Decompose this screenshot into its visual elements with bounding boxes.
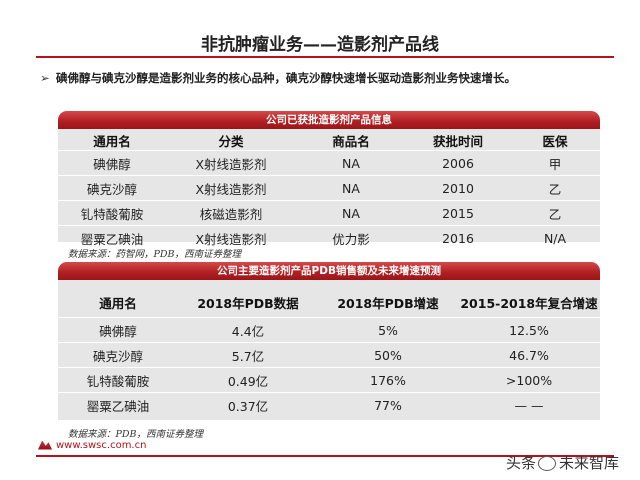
table-cell: N/A	[510, 225, 600, 250]
table-cell: NA	[296, 200, 406, 226]
arrow-bullet-icon: ➢	[40, 71, 50, 85]
table-cell: 2016	[406, 225, 510, 250]
footer-site-url: www.swsc.com.cn	[56, 440, 147, 451]
table-row: 碘克沙醇 5.7亿 50% 46.7%	[58, 342, 600, 368]
col-header: 获批时间	[432, 134, 483, 149]
table-cell: 钆特酸葡胺	[58, 367, 178, 393]
table-cell: 碘克沙醇	[58, 175, 166, 201]
table-row: 钆特酸葡胺 0.49亿 176% >100%	[58, 367, 600, 393]
table-cell: 12.5%	[458, 317, 600, 343]
table-row: 罂粟乙碘油 X射线造影剂 优力影 2016 N/A	[58, 225, 600, 250]
table-cell: 176%	[318, 367, 458, 393]
title-rule	[36, 56, 614, 58]
col-header: 2018年PDB数据	[197, 295, 299, 311]
table-header-row: 通用名 2018年PDB数据 2018年PDB增速 2015-2018年复合增速	[58, 287, 600, 318]
table-cell: 0.49亿	[178, 367, 318, 393]
table-cell: X射线造影剂	[166, 175, 296, 201]
watermark-name: 未来智库	[559, 454, 620, 472]
table-row: 钆特酸葡胺 核磁造影剂 NA 2015 乙	[58, 200, 600, 226]
key-point: ➢ 碘佛醇与碘克沙醇是造影剂业务的核心品种，碘克沙醇快速增长驱动造影剂业务快速增长…	[40, 70, 516, 86]
table-row: 碘克沙醇 X射线造影剂 NA 2010 乙	[58, 175, 600, 201]
col-header: 分类	[218, 134, 244, 149]
table-header-row: 通用名 分类 商品名 获批时间 医保	[58, 131, 600, 151]
table-cell: 乙	[510, 200, 600, 226]
table-cell: 2010	[406, 175, 510, 201]
table-cell: 罂粟乙碘油	[58, 392, 178, 417]
table-cell: 甲	[510, 150, 600, 176]
table1-source: 数据来源：药智网，PDB，西南证券整理	[68, 249, 241, 260]
table-row: 碘佛醇 4.4亿 5% 12.5%	[58, 317, 600, 343]
approved-products-table: 通用名 分类 商品名 获批时间 医保 碘佛醇 X射线造影剂 NA 2006 甲 …	[58, 131, 600, 250]
col-header: 通用名	[93, 134, 131, 149]
table-cell: 核磁造影剂	[166, 200, 296, 226]
table-cell: 碘佛醇	[58, 317, 178, 343]
table-cell: 碘克沙醇	[58, 342, 178, 368]
table-row: 罂粟乙碘油 0.37亿 77% — —	[58, 392, 600, 417]
table-cell: 50%	[318, 342, 458, 368]
table-cell: 优力影	[296, 225, 406, 250]
table-cell: 碘佛醇	[58, 150, 166, 176]
table-cell: — —	[458, 392, 600, 417]
table-cell: NA	[296, 175, 406, 201]
table-cell: 77%	[318, 392, 458, 417]
company-logo-icon	[38, 440, 52, 450]
table-cell: X射线造影剂	[166, 225, 296, 250]
table-cell: 5%	[318, 317, 458, 343]
table-cell: 钆特酸葡胺	[58, 200, 166, 226]
table2-source: 数据来源：PDB，西南证券整理	[68, 429, 203, 440]
table1-banner: 公司已获批造影剂产品信息	[58, 111, 600, 129]
table-cell: 5.7亿	[178, 342, 318, 368]
table-cell: 罂粟乙碘油	[58, 225, 166, 250]
pdb-sales-table: 通用名 2018年PDB数据 2018年PDB增速 2015-2018年复合增速…	[58, 287, 600, 417]
table-cell: 乙	[510, 175, 600, 201]
footer-site: www.swsc.com.cn	[38, 440, 146, 451]
table-cell: 4.4亿	[178, 317, 318, 343]
watermark-prefix: 头条	[506, 454, 537, 472]
table-cell: X射线造影剂	[166, 150, 296, 176]
table-cell: 0.37亿	[178, 392, 318, 417]
table-cell: NA	[296, 150, 406, 176]
col-header: 2015-2018年复合增速	[460, 295, 598, 311]
table-cell: >100%	[458, 367, 600, 393]
col-header: 医保	[542, 134, 568, 149]
table-row: 碘佛醇 X射线造影剂 NA 2006 甲	[58, 150, 600, 176]
table-cell: 46.7%	[458, 342, 600, 368]
table-cell: 2006	[406, 150, 510, 176]
table2-banner: 公司主要造影剂产品PDB销售额及未来增速预测	[58, 262, 600, 280]
table-cell: 2015	[406, 200, 510, 226]
page-title: 非抗肿瘤业务——造影剂产品线	[201, 35, 439, 55]
col-header: 商品名	[332, 134, 370, 149]
footer-rule	[36, 455, 614, 457]
watermark: 头条 未来智库	[506, 452, 619, 473]
chat-bubble-icon	[538, 456, 557, 471]
col-header: 2018年PDB增速	[337, 295, 439, 311]
key-point-text: 碘佛醇与碘克沙醇是造影剂业务的核心品种，碘克沙醇快速增长驱动造影剂业务快速增长。	[56, 71, 516, 85]
col-header: 通用名	[99, 295, 137, 311]
